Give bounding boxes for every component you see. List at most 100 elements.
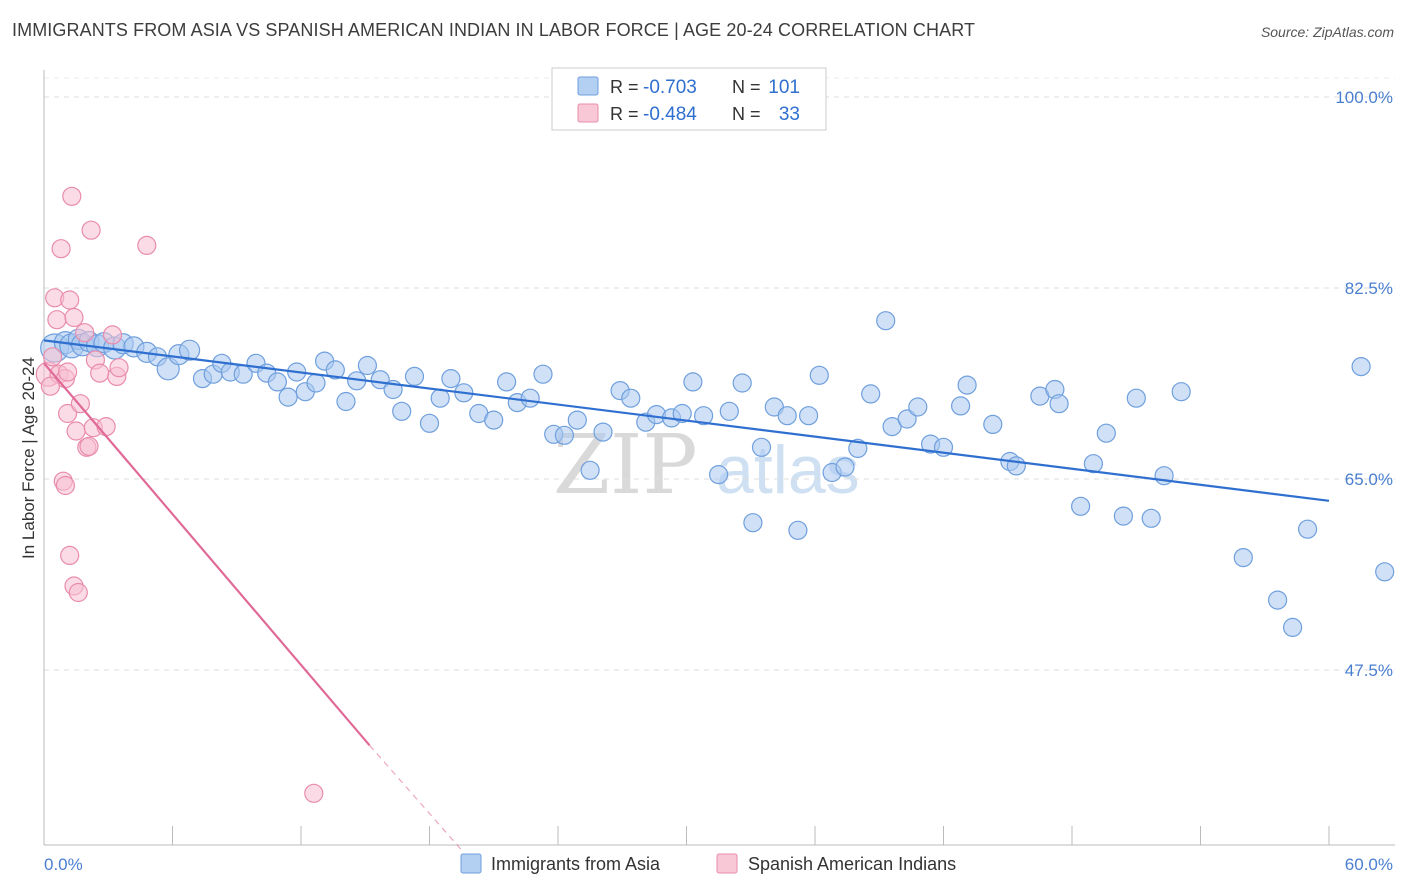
data-point-asia [533,364,553,384]
data-point-asia [497,372,517,392]
data-point-asia [430,388,450,408]
data-point-asia [708,465,729,485]
data-point-spanish [51,239,71,259]
data-point-asia [683,372,703,392]
data-point-spanish [68,582,88,603]
y-tick-label: 65.0% [1345,470,1393,489]
stats-legend-n-value-pink: 33 [779,104,800,125]
trend-line-spanish [43,362,371,747]
data-point-asia [672,403,692,424]
data-point-asia [1375,562,1395,582]
data-point-asia [1049,394,1069,414]
data-point-asia [1126,388,1146,408]
y-tick-label: 100.0% [1335,88,1393,107]
data-point-asia [484,410,504,430]
data-point-spanish [47,310,67,330]
data-point-asia [621,388,641,408]
watermark-zip: ZIP [553,418,698,513]
data-point-asia [554,425,575,445]
data-point-asia [777,406,797,426]
stats-legend-n-label-pink: N = [732,104,761,124]
stats-legend-r-value-pink: -0.484 [643,104,697,125]
data-point-asia [419,413,440,433]
data-point-asia [798,406,819,426]
data-point-asia [1267,590,1288,610]
data-point-spanish [96,417,116,437]
series-spanish-american-indians [35,186,324,803]
source-label: Source: ZipAtlas.com [1260,24,1394,40]
data-point-asia [1297,519,1318,539]
data-point-asia [861,384,881,404]
series-legend: Immigrants from Asia Spanish American In… [460,853,956,874]
data-point-spanish [60,290,80,310]
stats-legend-r-label-blue: R = [610,77,639,97]
data-point-spanish [81,220,101,240]
data-point-asia [882,417,902,437]
data-point-asia [1282,617,1303,638]
data-point-spanish [57,403,78,424]
data-point-asia [593,422,613,442]
data-point-asia [392,401,412,421]
data-point-asia [336,391,356,412]
data-point-spanish [42,347,63,367]
series-legend-swatch-asia [460,853,482,874]
stats-legend: R = -0.703 N = 101 R = -0.484 N = 33 [551,67,827,131]
data-point-asia [897,409,917,429]
stats-legend-n-value-blue: 101 [768,77,800,98]
data-point-asia [267,372,287,392]
data-point-asia [751,437,772,457]
series-immigrants-from-asia [40,311,1395,638]
data-point-asia [1141,508,1161,528]
data-point-spanish [64,307,84,328]
data-point-asia [567,410,587,430]
data-point-spanish [79,436,99,456]
data-point-asia [1171,382,1191,402]
data-point-asia [1113,506,1134,526]
data-point-asia [179,339,201,361]
data-point-asia [848,438,868,458]
series-legend-swatch-spanish [716,853,738,874]
data-point-asia [357,355,377,376]
data-point-asia [719,401,739,421]
y-axis-label: In Labor Force | Age 20-24 [19,357,38,559]
data-point-spanish [55,475,76,496]
trend-line-spanish-extension [369,744,463,851]
trend-line-asia [43,339,1330,502]
data-point-spanish [57,362,78,382]
data-point-asia [1233,547,1253,568]
data-point-spanish [137,235,157,255]
data-point-asia [404,366,425,386]
data-point-asia [306,373,326,393]
stats-legend-swatch-blue [577,76,599,96]
data-point-asia [370,370,390,390]
y-tick-labels: 47.5% 65.0% 82.5% 100.0% [1335,88,1393,680]
data-point-asia [1070,496,1091,516]
data-point-spanish [90,363,110,383]
data-point-asia [743,513,763,533]
series-legend-label-asia: Immigrants from Asia [491,854,661,874]
data-point-asia [983,414,1003,434]
data-point-spanish [62,186,82,206]
x-tick-label-max: 60.0% [1345,855,1393,874]
data-point-asia [788,520,808,540]
data-point-spanish [40,376,61,396]
stats-legend-swatch-pink [577,103,599,123]
series-legend-label-spanish: Spanish American Indians [748,854,956,874]
chart-title: IMMIGRANTS FROM ASIA VS SPANISH AMERICAN… [12,20,976,40]
data-point-asia [835,457,855,477]
data-point-asia [325,360,345,380]
data-point-asia [580,460,600,480]
stats-legend-r-label-pink: R = [610,104,639,124]
data-point-spanish [102,325,123,345]
data-point-asia [876,311,896,331]
data-point-asia [1351,357,1371,377]
data-point-asia [957,375,977,395]
data-point-spanish [66,421,86,441]
axes [43,70,1395,846]
data-point-asia [1096,423,1116,443]
data-point-spanish [304,783,324,803]
x-tick-marks [172,826,1330,845]
x-tick-label-min: 0.0% [44,855,83,874]
data-point-asia [732,373,752,393]
